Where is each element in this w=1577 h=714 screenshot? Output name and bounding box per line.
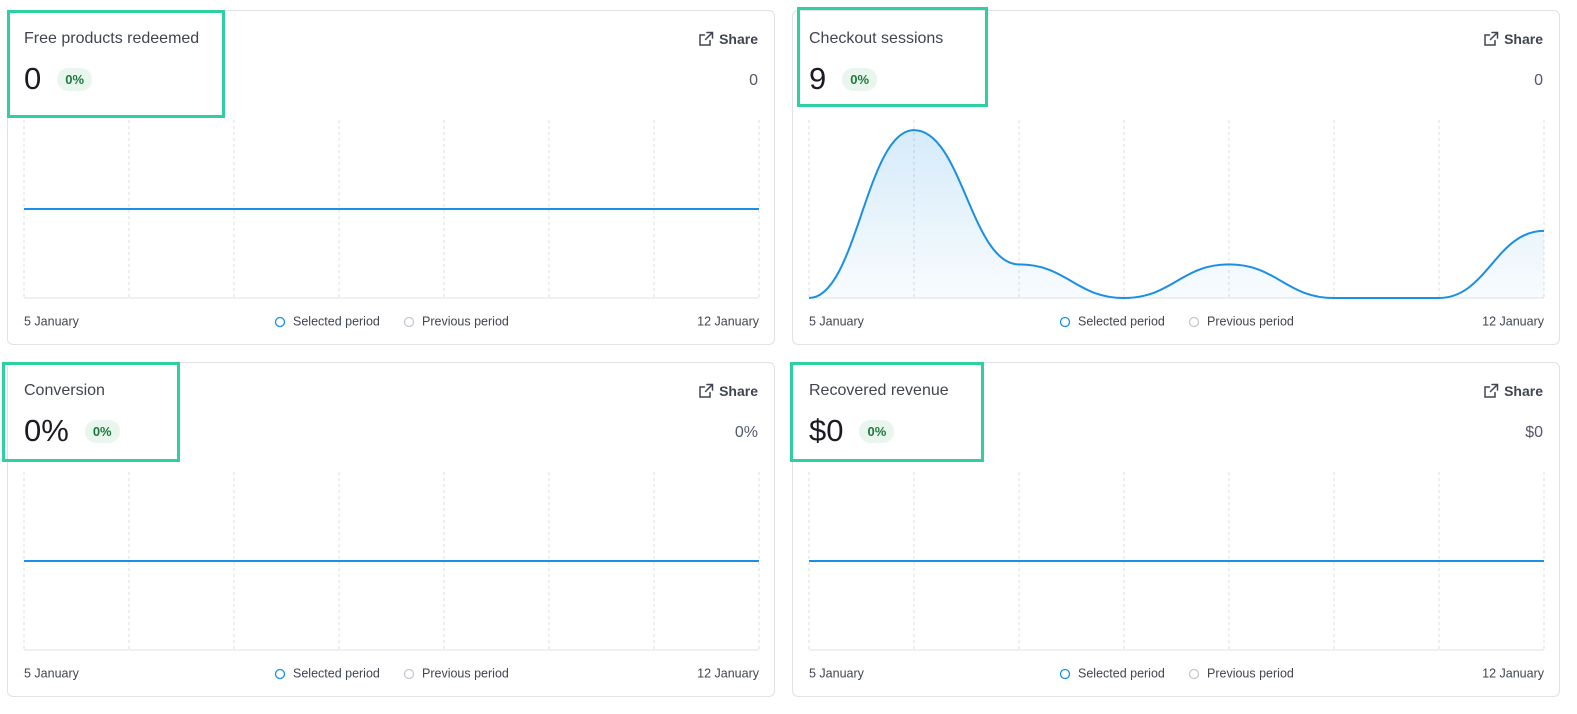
metric-value: 0 [24, 61, 42, 96]
legend-swatch [403, 668, 415, 680]
change-badge: 0% [84, 419, 120, 443]
change-badge: 0% [859, 419, 895, 443]
legend-swatch [1059, 316, 1071, 328]
value-row: $0 0% [809, 413, 895, 449]
legend-swatch [1188, 316, 1200, 328]
card-title: Checkout sessions [809, 30, 944, 47]
legend-swatch [403, 316, 415, 328]
card-title: Free products redeemed [24, 30, 200, 47]
share-label[interactable]: Share [1504, 383, 1543, 399]
legend-label: Previous period [1207, 666, 1294, 680]
share-label[interactable]: Share [1504, 31, 1543, 47]
share-icon-path [699, 383, 714, 398]
legend-label: Previous period [422, 666, 509, 680]
share-icon [699, 31, 714, 46]
legend-swatch [274, 668, 286, 680]
metric-card: Conversion 0% 0% 0% Share 5 January 12 January… [7, 362, 775, 697]
share-button[interactable]: Share [698, 383, 758, 399]
metric-card: Recovered revenue $0 0% $0 Share 5 January 12 … [792, 362, 1560, 697]
card-title: Recovered revenue [809, 382, 949, 399]
previous-value: 0% [734, 424, 758, 441]
share-label[interactable]: Share [719, 383, 758, 399]
share-icon [1484, 31, 1499, 46]
chart: 5 January 12 January Selected period Previo… [23, 120, 760, 328]
metric-value: $0 [809, 413, 844, 448]
previous-value: $0 [1525, 424, 1543, 441]
share-icon-path [1484, 31, 1499, 46]
metric-card: Free products redeemed 0 0% 0 Share 5 January… [7, 10, 775, 345]
legend-label: Selected period [293, 314, 380, 328]
share-label[interactable]: Share [719, 31, 758, 47]
x-label: 5 January [809, 314, 865, 328]
metric-value: 9 [809, 61, 827, 96]
legend-label: Selected period [1078, 666, 1165, 680]
share-icon [699, 383, 714, 398]
previous-value: 0 [749, 72, 758, 89]
legend-label: Previous period [1207, 314, 1294, 328]
line [808, 129, 1545, 300]
share-icon-path [699, 31, 714, 46]
legend-label: Selected period [293, 666, 380, 680]
change-badge: 0% [842, 67, 878, 91]
metric-card: Checkout sessions 9 0% 0 Share 5 January 12 Ja… [792, 10, 1560, 345]
metric-value: 0% [24, 413, 69, 448]
share-button[interactable]: Share [1483, 31, 1543, 47]
legend-label: Selected period [1078, 314, 1165, 328]
change-badge: 0% [57, 67, 93, 91]
share-icon [1484, 383, 1499, 398]
previous-value: 0 [1534, 72, 1543, 89]
x-label: 5 January [24, 666, 80, 680]
share-button[interactable]: Share [1483, 383, 1543, 399]
area [809, 130, 1544, 298]
card-title: Conversion [24, 382, 105, 399]
x-label: 12 January [1482, 666, 1545, 680]
x-label: 12 January [697, 314, 760, 328]
value-row: 9 0% [809, 61, 878, 97]
highlight-box [7, 10, 225, 118]
value-row: 0 0% [24, 61, 93, 97]
chart: 5 January 12 January Selected period Previo… [23, 472, 760, 680]
share-icon-path [1484, 383, 1499, 398]
chart: 5 January 12 January Selected period Previo… [808, 120, 1545, 328]
legend-swatch [1059, 668, 1071, 680]
share-button[interactable]: Share [698, 31, 758, 47]
highlight-box [797, 7, 988, 107]
highlight-box [2, 362, 180, 462]
highlight-box [790, 362, 984, 462]
value-row: 0% 0% [24, 413, 120, 449]
x-label: 12 January [1482, 314, 1545, 328]
legend-swatch [1188, 668, 1200, 680]
chart: 5 January 12 January Selected period Previo… [808, 472, 1545, 680]
x-label: 5 January [809, 666, 865, 680]
x-label: 5 January [24, 314, 80, 328]
x-label: 12 January [697, 666, 760, 680]
legend-label: Previous period [422, 314, 509, 328]
legend-swatch [274, 316, 286, 328]
